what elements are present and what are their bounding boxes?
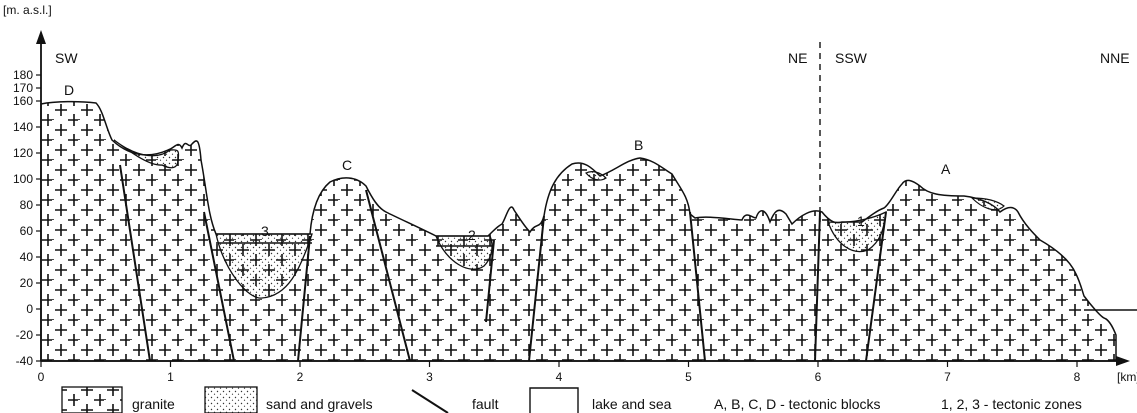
block-label-a: A: [941, 161, 951, 177]
fault-line: [297, 235, 311, 361]
fault-line: [814, 211, 821, 361]
fault-line: [528, 215, 545, 361]
x-tick-label: 6: [815, 370, 822, 384]
y-tick-label: -40: [16, 354, 34, 368]
sediment-zone-1: [827, 210, 887, 253]
sediment-zone-3: [215, 233, 313, 299]
x-tick-label: 4: [556, 370, 563, 384]
legend-sand-swatch: [204, 386, 258, 413]
y-tick-label: 40: [20, 250, 34, 264]
x-axis-arrow: [1116, 356, 1130, 366]
faults: [119, 164, 887, 361]
x-ticks: 0 1 2 3 4 5 6 7 8: [38, 361, 1081, 384]
zone-label-1: 1: [857, 213, 865, 229]
y-tick-label: 80: [20, 198, 34, 212]
fault-line: [203, 211, 235, 361]
direction-nne: NNE: [1100, 50, 1130, 66]
x-tick-label: 1: [167, 370, 174, 384]
y-axis-arrow: [36, 30, 46, 44]
y-tick-label: 60: [20, 224, 34, 238]
x-tick-label: 8: [1074, 370, 1081, 384]
x-tick-label: 7: [944, 370, 951, 384]
direction-sw: SW: [55, 50, 78, 66]
legend-sand-label: sand and gravels: [266, 396, 373, 412]
zone-label-2: 2: [468, 227, 476, 243]
fault-line: [119, 164, 151, 361]
x-axis-unit: [km]: [1117, 370, 1137, 384]
fault-line: [485, 239, 495, 323]
y-tick-label: 100: [13, 172, 33, 186]
zone-label-3: 3: [261, 223, 269, 239]
block-label-b: B: [634, 137, 643, 153]
direction-ne: NE: [788, 50, 807, 66]
sediment-a: [970, 197, 1005, 211]
x-tick-label: 3: [426, 370, 433, 384]
sediment-zone-2: [435, 235, 493, 270]
y-tick-label: 120: [13, 146, 33, 160]
fault-line: [689, 211, 706, 361]
x-tick-label: 2: [297, 370, 304, 384]
legend-granite-swatch: [61, 386, 123, 413]
legend-zones-note: 1, 2, 3 - tectonic zones: [941, 396, 1082, 412]
sediment-d: [113, 139, 180, 169]
legend-granite-label: granite: [132, 396, 175, 412]
fault-line: [865, 211, 887, 361]
y-tick-label: 140: [13, 120, 33, 134]
block-label-d: D: [64, 82, 74, 98]
y-tick-label: 0: [26, 302, 33, 316]
legend-lake-symbol: [529, 387, 579, 413]
legend-fault-label: fault: [472, 396, 499, 412]
sediment-b: [585, 171, 607, 181]
legend-blocks-note: A, B, C, D - tectonic blocks: [714, 396, 881, 412]
x-tick-label: 0: [38, 370, 45, 384]
legend-lake-label: lake and sea: [592, 396, 672, 412]
granite-body: [40, 100, 1117, 362]
x-tick-label: 5: [685, 370, 692, 384]
direction-ssw: SSW: [835, 50, 868, 66]
y-tick-label: 180: [13, 68, 33, 82]
y-axis-unit: [m. a.s.l.]: [3, 3, 52, 17]
y-tick-label: -20: [16, 328, 34, 342]
legend-fault-symbol: [411, 389, 449, 413]
y-tick-label: 160: [13, 94, 33, 108]
y-tick-label: 170: [13, 81, 33, 95]
block-label-c: C: [342, 157, 352, 173]
legend: granite sand and gravels fault lake and …: [61, 386, 1082, 413]
y-tick-label: 20: [20, 276, 34, 290]
fault-line: [365, 189, 411, 361]
